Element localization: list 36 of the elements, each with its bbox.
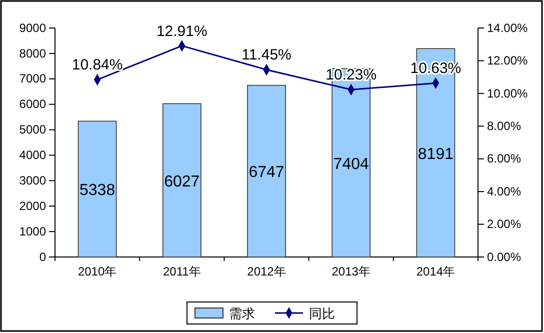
y-tick-label: 2000 [19,198,46,213]
y2-tick-label: 4.00% [487,184,522,198]
y-tick-label: 7000 [19,72,46,86]
bar [78,120,117,258]
x-tick-label: 2011年 [162,264,201,279]
data-label: 7404 [333,156,369,173]
data-label: 6027 [164,173,200,190]
y2-tick-label: 8.00% [487,118,522,133]
y2-tick-label: 2.00% [487,217,522,232]
y-tick-label: 9000 [19,20,46,35]
legend-label: 同比 [309,306,335,321]
y2-tick-label: 0.00% [487,250,522,264]
y-tick-label: 8000 [19,46,46,60]
bar [162,103,202,258]
legend-label: 需求 [229,306,255,321]
y2-tick-label: 10.00% [487,86,528,100]
data-label: 8191 [418,146,454,163]
y-tick-label: 4000 [19,148,46,162]
y-tick-label: 1000 [19,224,46,238]
x-tick-label: 2010年 [78,264,117,279]
data-label: 11.45% [242,46,292,64]
y-tick-label: 0 [39,250,46,264]
data-label: 5338 [80,182,116,200]
y-tick-label: 3000 [19,174,46,188]
y2-tick-label: 14.00% [487,20,528,35]
x-tick-label: 2013年 [332,264,370,279]
y2-tick-label: 12.00% [487,54,528,68]
y-tick-label: 5000 [19,122,46,137]
data-label: 10.84% [72,56,123,74]
data-label: 12.91% [156,22,208,40]
y2-tick-label: 6.00% [487,152,522,166]
y-tick-label: 6000 [19,97,46,112]
x-tick-label: 2014年 [416,264,456,279]
x-tick-label: 2012年 [247,264,286,279]
bar [247,84,286,258]
data-label: 6747 [248,164,284,182]
